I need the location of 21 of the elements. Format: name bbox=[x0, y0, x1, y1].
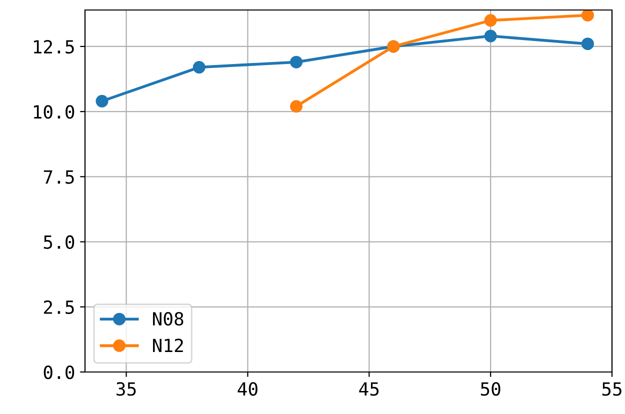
point bbox=[484, 30, 497, 42]
y-tick-label: 12.5 bbox=[34, 40, 74, 54]
y-tick-label: 10.0 bbox=[34, 105, 74, 119]
y-tick-label: 2.5 bbox=[44, 300, 74, 314]
x-tick-label: 50 bbox=[480, 382, 500, 396]
point bbox=[484, 14, 497, 27]
point bbox=[290, 100, 303, 113]
point bbox=[192, 61, 206, 74]
point bbox=[96, 94, 108, 108]
point bbox=[581, 10, 594, 22]
x-tick-label: 35 bbox=[116, 382, 136, 396]
point bbox=[290, 56, 303, 68]
y-tick-label: 0.0 bbox=[44, 366, 74, 380]
legend-label: N08 bbox=[153, 312, 184, 326]
y-tick-label: 5.0 bbox=[44, 235, 74, 249]
point bbox=[581, 38, 594, 50]
x-tick-label: 45 bbox=[359, 382, 379, 396]
x-tick-label: 40 bbox=[238, 382, 258, 396]
legend-label: N12 bbox=[153, 338, 183, 352]
y-tick-label: 7.5 bbox=[44, 170, 74, 184]
x-tick-label: 55 bbox=[602, 382, 622, 396]
